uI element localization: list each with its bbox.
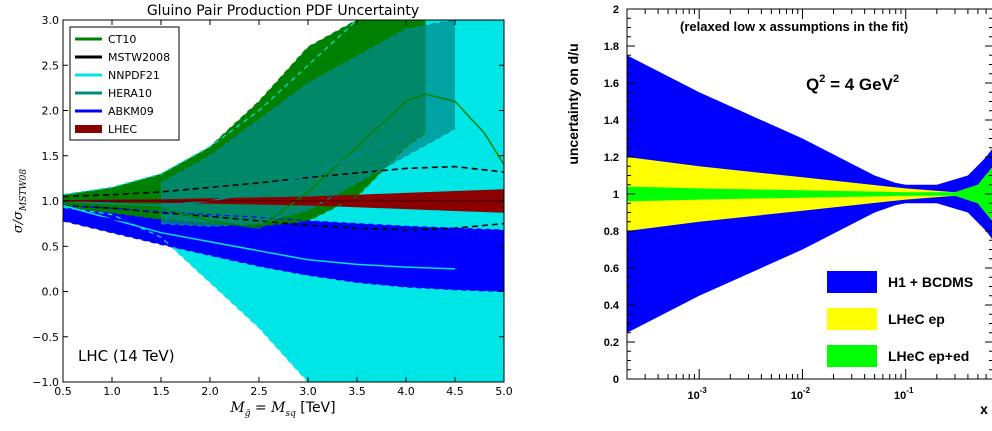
left-legend: CT10 MSTW2008 NNPDF21 HERA10 ABKM09 LHEC <box>69 26 180 141</box>
right-y-tick-label: 0.4 <box>604 300 620 312</box>
left-chart-title: Gluino Pair Production PDF Uncertainty <box>147 3 419 19</box>
left-legend-label: HERA10 <box>108 87 152 100</box>
left-lower-bound-abkm09 <box>63 220 504 293</box>
left-central-line-nnpdf21 <box>63 204 456 270</box>
left-legend-swatch <box>75 37 102 41</box>
right-q2-mid: = 4 GeV <box>825 75 893 94</box>
left-upper-bound-hera10 <box>160 20 456 184</box>
left-annotation: LHC (14 TeV) <box>78 347 175 365</box>
right-legend-swatch <box>827 308 877 330</box>
left-y-tick-label: 1.0 <box>42 195 60 208</box>
left-x-label-sub1: g̃ <box>245 408 251 419</box>
left-upper-bound-nnpdf21 <box>63 20 504 196</box>
left-legend-label: LHEC <box>108 123 137 136</box>
left-x-tick-label: 3.0 <box>299 385 317 398</box>
left-lower-bound-ct10 <box>63 132 426 227</box>
left-x-tick-label: 5.0 <box>495 385 513 398</box>
left-x-tick-label: 4.0 <box>397 385 415 398</box>
left-x-label-m1: M <box>229 400 245 416</box>
left-y-tick-label: −0.5 <box>32 331 59 344</box>
right-legend-swatch <box>827 271 877 293</box>
left-x-label-sub2: sq <box>285 409 296 419</box>
right-y-tick-label: 0.8 <box>604 226 619 238</box>
left-legend-swatch <box>75 91 102 95</box>
left-x-tick-label: 4.5 <box>446 385 464 398</box>
left-x-axis-label: Mg̃ = Msq [TeV] <box>229 400 335 419</box>
right-x-tick-base: 10 <box>791 390 803 402</box>
left-x-tick-label: 0.5 <box>54 385 72 398</box>
left-x-tick-label: 2.0 <box>201 385 219 398</box>
left-y-tick-label: 0.5 <box>42 240 60 253</box>
left-y-axis-label: σ/σMSTW08 <box>11 169 29 234</box>
left-upper-bound-abkm09 <box>63 204 504 231</box>
right-x-tick-label: 10-3 <box>687 386 707 402</box>
left-x-tick-label: 1.5 <box>152 385 170 398</box>
left-x-label-unit: [TeV] <box>296 400 336 416</box>
left-x-label-eq: = <box>250 400 271 416</box>
right-q2-q: Q <box>806 75 819 94</box>
right-legend-label: LHeC ep+ed <box>888 348 969 364</box>
left-legend-swatch <box>75 109 102 113</box>
right-x-tick-exp: -1 <box>906 386 914 395</box>
right-legend-swatch <box>827 345 877 367</box>
left-legend-label: NNPDF21 <box>108 69 160 82</box>
left-x-label-m2: M <box>270 400 286 416</box>
right-x-tick-base: 10 <box>687 390 699 402</box>
left-y-tick-label: 1.5 <box>42 150 60 163</box>
right-x-axis-label: x <box>980 401 988 417</box>
right-x-tick-exp: -2 <box>803 386 811 395</box>
right-y-tick-label: 1.6 <box>604 78 619 90</box>
right-q2-sup1: 2 <box>819 73 825 85</box>
right-q2-annotation: Q2 = 4 GeV2 <box>806 73 899 94</box>
left-upper-bound-mstw2008 <box>63 165 504 198</box>
right-y-tick-label: 0.6 <box>604 263 619 275</box>
left-legend-swatch <box>75 73 102 77</box>
left-y-tick-label: 3.0 <box>42 14 60 27</box>
left-central-line-abkm09 <box>63 211 407 248</box>
left-y-tick-label: −1.0 <box>32 376 59 389</box>
right-x-tick-label: 10-2 <box>791 386 811 402</box>
right-x-tick-base: 10 <box>894 390 906 402</box>
right-legend: H1 + BCDMS LHeC ep LHeC ep+ed <box>827 271 973 367</box>
right-legend-label: H1 + BCDMS <box>888 274 973 290</box>
left-legend-box <box>69 26 180 141</box>
right-legend-label: LHeC ep <box>888 311 945 327</box>
left-y-tick-label: 2.5 <box>42 59 60 72</box>
left-central-line-hera10 <box>63 132 407 207</box>
right-chart-title: (relaxed low x assumptions in the fit) <box>680 19 908 34</box>
left-x-tick-label: 2.5 <box>250 385 268 398</box>
left-y-label-sub: MSTW08 <box>19 169 29 212</box>
right-y-tick-label: 0 <box>613 374 619 386</box>
right-y-tick-label: 1.4 <box>604 115 620 127</box>
right-y-axis-label: uncertainty on d/u <box>565 43 581 164</box>
left-x-tick-label: 1.0 <box>103 385 121 398</box>
right-y-tick-label: 1 <box>613 189 619 201</box>
left-legend-swatch <box>75 125 102 133</box>
left-x-tick-label: 3.5 <box>348 385 366 398</box>
right-y-tick-label: 2 <box>613 4 619 16</box>
left-legend-label: ABKM09 <box>108 105 154 118</box>
right-q2-sup2: 2 <box>893 73 899 85</box>
left-y-label-main: σ/σ <box>11 210 26 233</box>
left-legend-swatch <box>75 55 102 59</box>
right-y-tick-label: 0.2 <box>604 337 619 349</box>
left-y-tick-label: 2.0 <box>42 105 60 118</box>
right-y-tick-label: 1.2 <box>604 152 619 164</box>
right-band-lhec-ep-ed <box>627 167 992 221</box>
left-y-tick-label: 0.0 <box>42 286 60 299</box>
right-x-tick-label: 10-1 <box>894 386 914 402</box>
left-legend-label: MSTW2008 <box>108 51 170 64</box>
left-lower-bound-hera10 <box>160 128 456 227</box>
left-legend-label: CT10 <box>108 33 136 46</box>
left-chart: 0.5 1.0 1.5 2.0 2.5 3.0 3.5 4.0 4.5 5.0 −1.0 −0.5 0.… <box>11 3 513 419</box>
right-x-tick-exp: -3 <box>700 386 708 395</box>
right-y-tick-label: 1.8 <box>604 41 619 53</box>
left-central-line-ct10 <box>63 93 504 229</box>
left-band-hera10 <box>161 20 455 227</box>
